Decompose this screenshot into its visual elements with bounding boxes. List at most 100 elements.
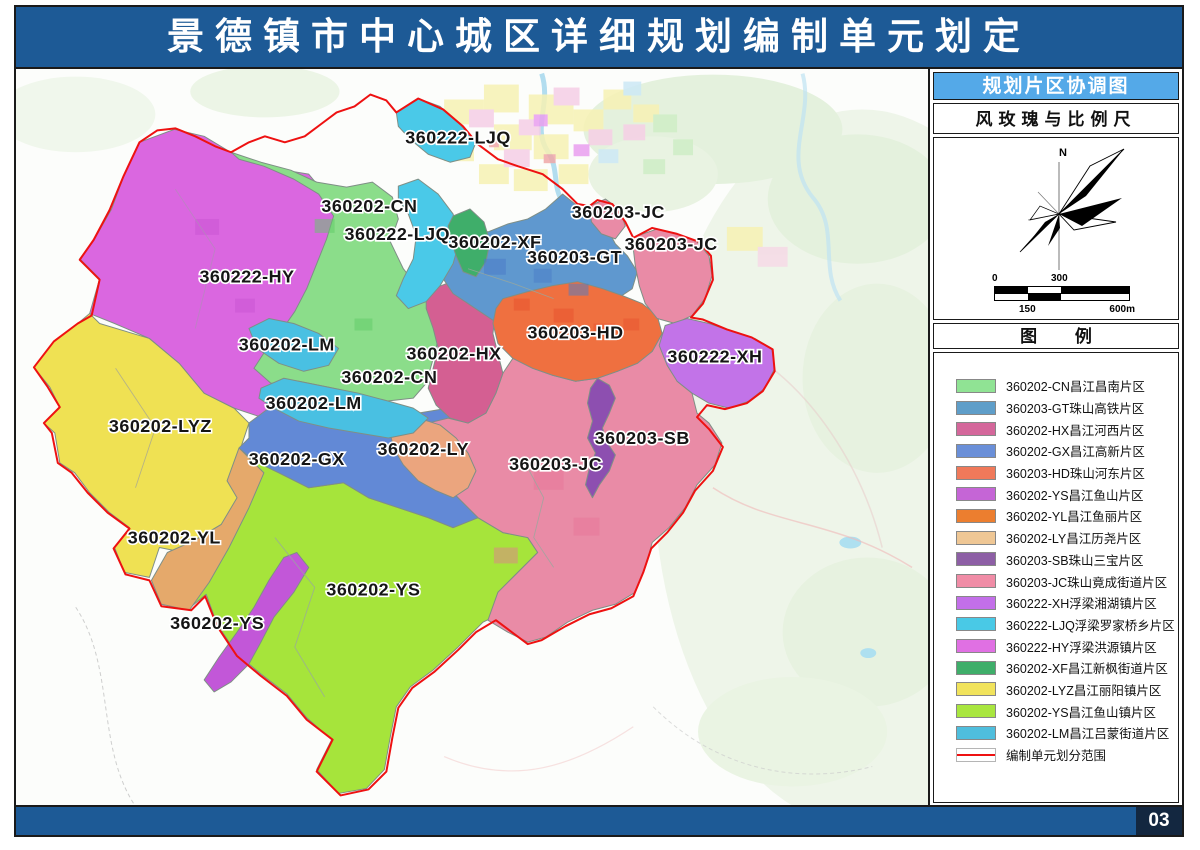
- region-360202-LY: [389, 417, 477, 499]
- legend-row: 360222-HY浮梁洪源镇片区: [956, 635, 1178, 657]
- scale-bar: 0 300 150 600m: [992, 273, 1135, 315]
- map-region-label: 360222-LJQ: [405, 127, 511, 147]
- scale-label-600m: 600m: [1109, 304, 1135, 315]
- map-region-label: 360202-CN: [341, 367, 437, 387]
- legend-label: 360222-HY浮梁洪源镇片区: [1006, 640, 1157, 655]
- map-region-label: 360202-YS: [326, 579, 420, 599]
- scale-bar-row-bottom: [995, 293, 1129, 300]
- wind-rose: N: [1019, 147, 1125, 270]
- scale-label-150: 150: [1019, 304, 1036, 315]
- map-region-label: 360202-LM: [266, 393, 362, 413]
- legend-line-symbol: [956, 747, 996, 762]
- legend-color-swatch: [956, 704, 996, 719]
- legend-label: 360202-HX昌江河西片区: [1006, 423, 1145, 438]
- region-360202-XF: [447, 208, 491, 278]
- legend-label: 360202-YS昌江鱼山片区: [1006, 488, 1144, 503]
- map-region-label: 360222-XH: [667, 346, 762, 366]
- map-area: 360222-LJQ 360202-CN 360222-LJQ 360203-JC 36…: [16, 69, 930, 805]
- content-area: 360222-LJQ 360202-CN 360222-LJQ 360203-JC 36…: [16, 69, 1182, 805]
- map-region-label: 360203-SB: [595, 428, 690, 448]
- legend-label: 360202-LYZ昌江丽阳镇片区: [1006, 683, 1162, 698]
- map-region-label: 360202-LM: [239, 334, 335, 354]
- map-region-label: 360222-LJQ: [345, 224, 451, 244]
- legend-label: 360203-HD珠山河东片区: [1006, 467, 1145, 482]
- legend-color-swatch: [956, 617, 996, 632]
- legend-label: 360202-YS昌江鱼山镇片区: [1006, 705, 1157, 720]
- map-region-label: 360203-HD: [528, 322, 624, 342]
- legend-row: 360222-XH浮梁湘湖镇片区: [956, 592, 1178, 614]
- scale-label-300: 300: [1051, 273, 1068, 284]
- map-region-label: 360222-HY: [199, 267, 294, 287]
- map-labels: 360222-LJQ 360202-CN 360222-LJQ 360203-JC 36…: [107, 126, 763, 635]
- windrose-title: 风玫瑰与比例尺: [933, 103, 1179, 134]
- map-sheet: 景德镇市中心城区详细规划编制单元划定: [14, 5, 1184, 837]
- legend-color-swatch: [956, 660, 996, 675]
- legend-row: 360203-SB珠山三宝片区: [956, 549, 1178, 571]
- legend-label: 360202-YL昌江鱼丽片区: [1006, 510, 1143, 525]
- map-region-label: 360202-YS: [170, 613, 264, 633]
- region-360203-SB: [585, 377, 616, 499]
- region-360202-LM-north: [248, 318, 340, 372]
- legend-color-swatch: [956, 487, 996, 502]
- legend-label: 编制单元划分范围: [1006, 749, 1107, 764]
- map-region-label: 360202-LYZ: [109, 416, 212, 436]
- legend-label: 360202-LM昌江吕蒙街道片区: [1006, 727, 1170, 742]
- legend-color-swatch: [956, 400, 996, 415]
- legend-row: 360202-CN昌江昌南片区: [956, 375, 1178, 397]
- legend-row: 360222-LJQ浮梁罗家桥乡片区: [956, 614, 1178, 636]
- legend-row: 360203-HD珠山河东片区: [956, 462, 1178, 484]
- region-360202-YS-village: [203, 552, 310, 693]
- map-region-label: 360202-LY: [377, 439, 468, 459]
- legend-color-swatch: [956, 595, 996, 610]
- legend-color-swatch: [956, 574, 996, 589]
- legend-label: 360203-SB珠山三宝片区: [1006, 553, 1144, 568]
- legend-box: 360202-CN昌江昌南片区 360203-GT珠山高铁片区 360202-HX昌…: [933, 352, 1179, 803]
- region-360202-LM-south: [258, 377, 429, 439]
- legend-color-swatch: [956, 378, 996, 393]
- map-region-label: 360203-JC: [509, 454, 602, 474]
- legend-color-swatch: [956, 639, 996, 654]
- region-360222-LJQ-strip: [395, 178, 461, 310]
- map-region-label: 360203-JC: [572, 202, 665, 222]
- legend-row: 360202-LYZ昌江丽阳镇片区: [956, 679, 1178, 701]
- legend-row: 360203-GT珠山高铁片区: [956, 397, 1178, 419]
- legend-color-swatch: [956, 552, 996, 567]
- windrose-box: N 0 300 150 600m: [933, 137, 1179, 320]
- topo-background: [16, 69, 928, 805]
- legend-row: 编制单元划分范围: [956, 744, 1178, 766]
- legend-title: 图 例: [933, 323, 1179, 349]
- map-region-label: 360202-HX: [407, 343, 502, 363]
- scale-bar-row-top: [995, 287, 1129, 293]
- legend-row: 360202-YS昌江鱼山片区: [956, 483, 1178, 505]
- legend-color-swatch: [956, 725, 996, 740]
- legend-label: 360202-CN昌江昌南片区: [1006, 380, 1145, 395]
- region-360222-LJQ-north: [395, 97, 477, 163]
- panel-header: 规划片区协调图: [933, 72, 1179, 100]
- legend-color-swatch: [956, 682, 996, 697]
- legend-row: 360202-LY昌江历尧片区: [956, 527, 1178, 549]
- legend-row: 360202-GX昌江高新片区: [956, 440, 1178, 462]
- district-regions: [33, 97, 776, 794]
- legend-label: 360203-JC珠山竟成街道片区: [1006, 575, 1168, 590]
- legend-row: 360202-XF昌江新枫街道片区: [956, 657, 1178, 679]
- region-360202-YL: [150, 447, 265, 611]
- legend-row: 360202-LM昌江吕蒙街道片区: [956, 722, 1178, 744]
- scale-label-0: 0: [992, 273, 998, 284]
- legend-row: 360202-YL昌江鱼丽片区: [956, 505, 1178, 527]
- legend-label: 360203-GT珠山高铁片区: [1006, 402, 1145, 417]
- map-region-label: 360202-YL: [128, 528, 221, 548]
- side-panel: 规划片区协调图 风玫瑰与比例尺 N: [930, 69, 1182, 805]
- legend-color-swatch: [956, 443, 996, 458]
- map-region-label: 360202-CN: [321, 196, 417, 216]
- map-region-label: 360202-GX: [249, 449, 345, 469]
- page-number: 03: [1136, 807, 1182, 835]
- legend-color-swatch: [956, 530, 996, 545]
- page-title: 景德镇市中心城区详细规划编制单元划定: [16, 7, 1182, 69]
- legend-label: 360202-LY昌江历尧片区: [1006, 532, 1142, 547]
- legend-color-swatch: [956, 465, 996, 480]
- bottom-bar: 03: [16, 805, 1182, 835]
- legend-label: 360202-GX昌江高新片区: [1006, 445, 1145, 460]
- legend-row: 360202-YS昌江鱼山镇片区: [956, 700, 1178, 722]
- legend-label: 360222-XH浮梁湘湖镇片区: [1006, 597, 1157, 612]
- map-region-label: 360203-GT: [527, 247, 622, 267]
